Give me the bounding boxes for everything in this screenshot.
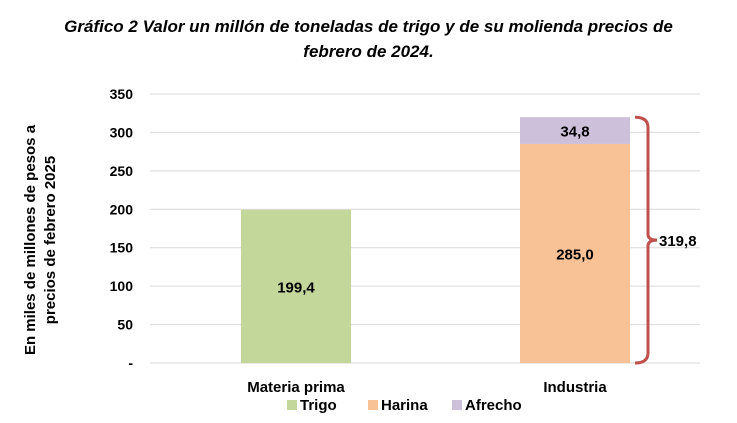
chart-title-line-1: Gráfico 2 Valor un millón de toneladas d… (64, 17, 673, 36)
y-tick-label: - (128, 355, 133, 371)
total-bracket (634, 115, 658, 365)
chart-title: Gráfico 2 Valor un millón de toneladas d… (0, 14, 737, 64)
data-label-afrecho: 34,8 (560, 124, 589, 141)
legend-swatch-trigo (287, 400, 297, 410)
category-label: Industria (543, 379, 607, 396)
y-tick-label: 100 (110, 278, 134, 294)
y-axis-label-line-1: En miles de millones de pesos a (22, 124, 39, 355)
bar-trigo (241, 209, 351, 363)
data-label-trigo: 199,4 (277, 279, 315, 296)
total-label: 319,8 (659, 233, 697, 250)
y-tick-label: 50 (117, 317, 133, 333)
y-tick-label: 300 (110, 124, 134, 140)
y-tick-label: 350 (110, 86, 134, 102)
y-tick-label: 250 (110, 163, 134, 179)
legend-label-harina: Harina (381, 397, 428, 414)
category-label: Materia prima (247, 379, 345, 396)
bar-harina (520, 143, 630, 363)
legend-label-afrecho: Afrecho (465, 397, 522, 414)
legend-swatch-afrecho (452, 400, 462, 410)
bar-afrecho (520, 117, 630, 144)
legend-swatch-harina (368, 400, 378, 410)
chart-title-line-2: febrero de 2024. (303, 42, 434, 61)
data-label-harina: 285,0 (556, 246, 594, 263)
y-tick-label: 150 (110, 240, 134, 256)
y-axis-label-line-2: precios de febrero 2025 (42, 156, 59, 324)
legend-label-trigo: Trigo (300, 397, 337, 414)
y-tick-label: 200 (110, 201, 134, 217)
